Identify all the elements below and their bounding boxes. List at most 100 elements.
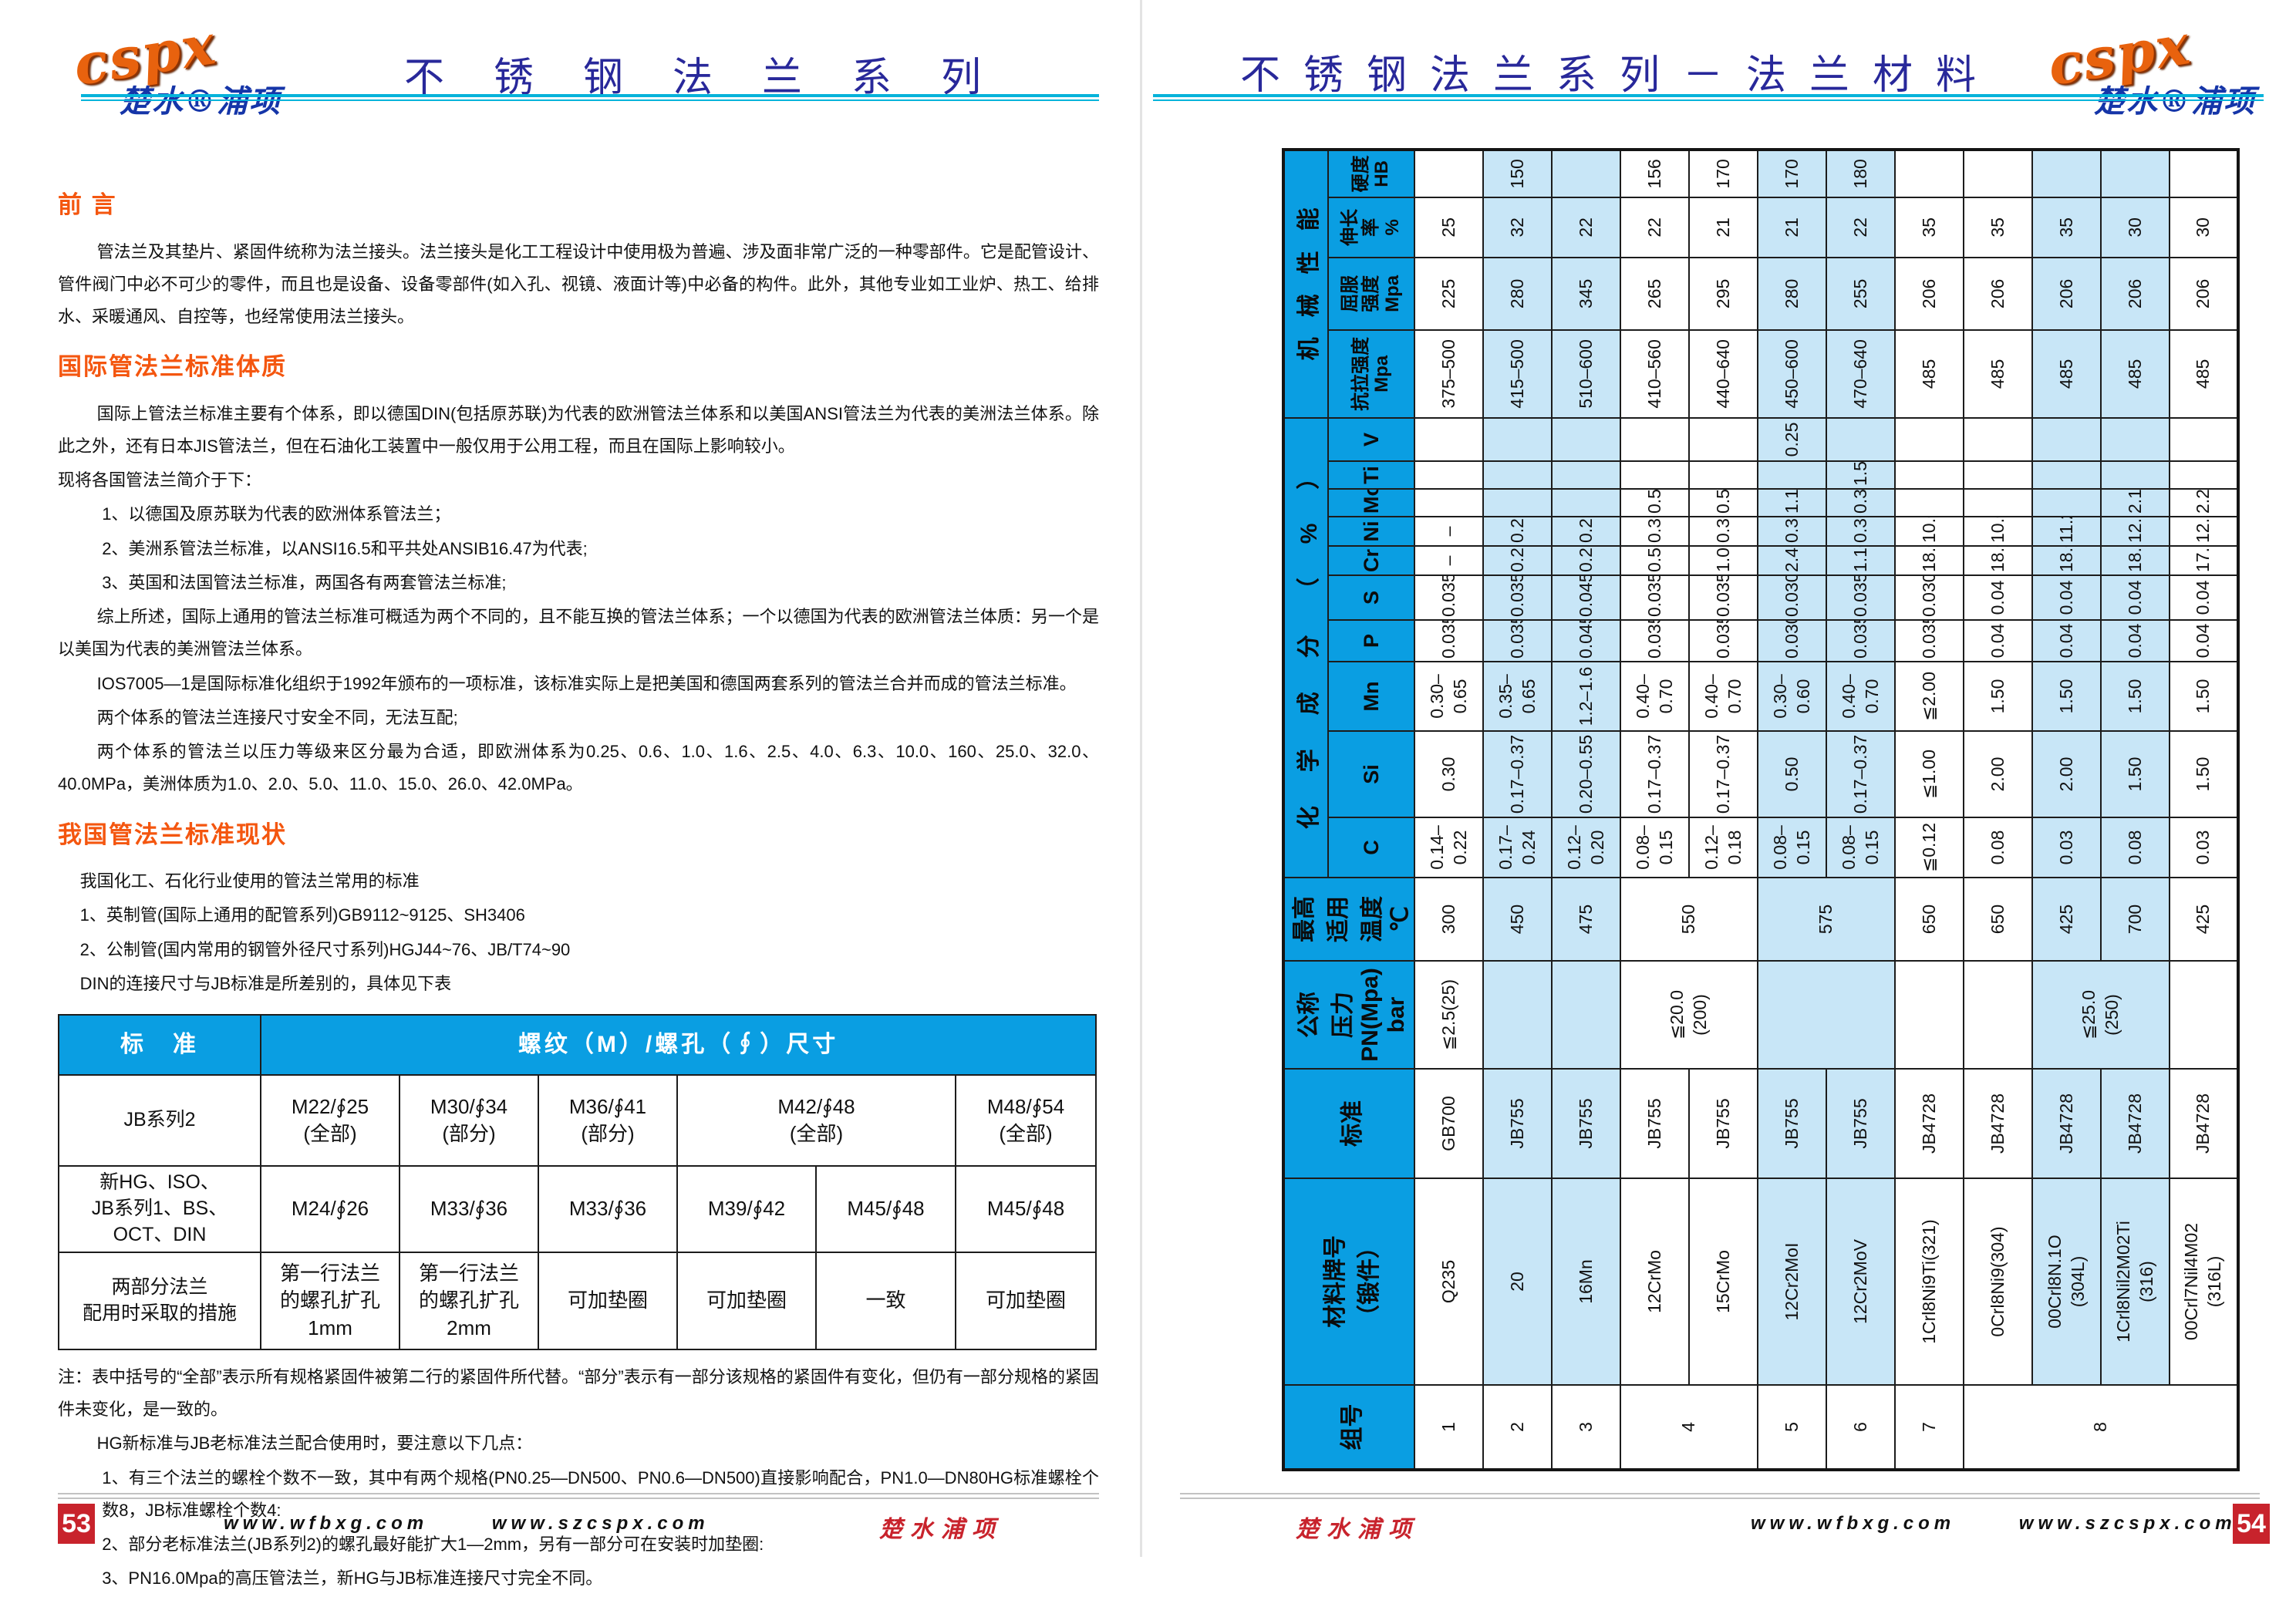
cell-elong: 22 <box>1552 197 1620 258</box>
cell-v <box>2170 417 2238 461</box>
cell-tensile: 510–600 <box>1552 329 1620 418</box>
footer-url: www.szcspx.com <box>491 1513 710 1534</box>
cell-mo <box>1964 489 2032 517</box>
material-row: 5 12Cr2MoI JB755 575 0.08–0.15 0.50 0.30–0.60 0… <box>1758 149 1895 1470</box>
material-row: 7 1Crl8Ni9Ti(321) JB4728 650 ≦0.12 ≦1.00 ≦2.00… <box>1895 149 1964 1470</box>
cell-tensile: 485 <box>1964 329 2032 418</box>
cell-ni: 10.00 <box>1964 517 2032 546</box>
header-yield-strength: 屈服 强度 Mpa <box>1328 257 1414 330</box>
cell-mn: 1.50 <box>2101 662 2170 731</box>
cell-v <box>1620 417 1689 461</box>
cell-v <box>1964 417 2032 461</box>
header-element-v: V <box>1328 417 1414 461</box>
note-item: 1、有三个法兰的螺栓个数不一致，其中有两个规格(PN0.25—DN500、PN0… <box>102 1467 1099 1520</box>
cell-std: GB700 <box>1414 1069 1483 1178</box>
cell-c: 0.08 <box>2101 817 2170 878</box>
list-item: 1、以德国及原苏联为代表的欧洲体系管法兰； <box>102 504 451 524</box>
cell-no: 2 <box>1483 1385 1552 1470</box>
header-hardness: 硬度 HB <box>1328 149 1414 197</box>
cell-grade: 20 <box>1483 1178 1552 1385</box>
brand-script-left: 楚水浦项 <box>879 1516 1003 1543</box>
cell-ti <box>2101 461 2170 489</box>
cell-p: 0.04 <box>2170 620 2238 662</box>
cell-p: 0.035 <box>1689 620 1758 662</box>
cell-p: 0.035 <box>1826 620 1895 662</box>
cell-std: JB755 <box>1552 1069 1620 1178</box>
cell-hb <box>1414 149 1483 197</box>
cell-temp: 650 <box>1964 878 2032 961</box>
cell-temp: 425 <box>2032 878 2101 961</box>
cell-temp: 425 <box>2170 878 2238 961</box>
cell-yield: 255 <box>1826 257 1895 330</box>
table-cell: M42/∮48 (全部) <box>676 1074 956 1167</box>
table-cell: M24/∮26 <box>260 1165 400 1253</box>
cell-elong: 25 <box>1414 197 1483 258</box>
cell-si: 0.50 <box>1758 731 1826 817</box>
cell-ni: 10.00 <box>1895 517 1964 546</box>
paragraph: 管法兰及其垫片、紧固件统称为法兰接头。法兰接头是化工工程设计中使用极为普遍、涉及… <box>58 241 1099 326</box>
cell-v <box>2032 417 2101 461</box>
cell-no: 6 <box>1826 1385 1895 1470</box>
header-elongation: 伸长率 % <box>1328 197 1414 258</box>
cell-elong: 21 <box>1689 197 1758 258</box>
cell-grade: 00Crl7Nil4M02 (316L) <box>2170 1178 2238 1385</box>
cell-si: 2.00 <box>2032 731 2101 817</box>
material-table-area: 组号 材料牌号 （锻件） 标准 公称 压力 PN(Mpa) bar 最高 适用 … <box>1282 147 2240 1471</box>
material-row: 00Crl8N.1O (304L) JB4728 ≦25.0 (250) 425 0.0… <box>2032 149 2170 1470</box>
row-label: 两部分法兰 配用时采取的措施 <box>58 1252 261 1350</box>
cell-mo: 0.50 <box>1689 489 1758 517</box>
cell-mn: 0.30–0.60 <box>1758 662 1826 731</box>
cell-elong: 32 <box>1483 197 1552 258</box>
table-cell: 可加垫圈 <box>676 1252 817 1350</box>
header-element-mo: Mo <box>1328 489 1414 517</box>
cell-v <box>1689 417 1758 461</box>
cell-ni: 0.25 <box>1552 517 1620 546</box>
cell-v <box>2101 417 2170 461</box>
cell-std: JB755 <box>1758 1069 1826 1178</box>
cell-std: JB4728 <box>2170 1069 2238 1178</box>
cell-s: 0.035 <box>1414 575 1483 620</box>
cell-mo <box>2032 489 2101 517</box>
material-row: 2 20 JB755 450 0.17–0.24 0.17–0.37 0.35–0.65 0.… <box>1483 149 1552 1470</box>
footer-rule <box>58 1493 1099 1494</box>
cell-s: 0.035 <box>1689 575 1758 620</box>
page-number-right: 54 <box>2233 1504 2270 1544</box>
cell-elong: 30 <box>2101 197 2170 258</box>
paragraph: 综上所述，国际上通用的管法兰标准可概适为两个不同的，且不能互换的管法兰体系；一个… <box>58 607 1099 659</box>
cell-cr: 1.10 <box>1826 546 1895 575</box>
cell-std: JB4728 <box>1964 1069 2032 1178</box>
header-pressure: 公称 压力 PN(Mpa) bar <box>1283 961 1414 1069</box>
cell-v: 0.25 <box>1758 417 1826 461</box>
table-cell: 一致 <box>815 1252 956 1350</box>
cell-yield: 206 <box>1895 257 1964 330</box>
list-item: 2、美洲系管法兰标准，以ANSI16.5和平共处ANSIB16.47为代表; <box>102 538 588 558</box>
cell-no: 1 <box>1414 1385 1483 1470</box>
cell-mo <box>1895 489 1964 517</box>
cell-pressure <box>1964 961 2032 1069</box>
note-item: 2、部分老标准法兰(JB系列2)的螺孔最好能扩大1—2mm，另有一部分可在安装时… <box>102 1535 764 1555</box>
cell-temp: 475 <box>1552 878 1620 961</box>
cell-ti: 1.5 <box>1826 461 1895 489</box>
cell-hb: 156 <box>1620 149 1689 197</box>
cell-si: 0.17–0.37 <box>1826 731 1895 817</box>
cell-ti <box>1895 461 1964 489</box>
header-rule-left <box>81 94 1099 97</box>
cell-mn: 0.40–0.70 <box>1689 662 1758 731</box>
size-table-header-dims: 螺纹（M）/螺孔（∮）尺寸 <box>259 1014 1097 1076</box>
footer-urls-right: www.wfbxg.com www.szcspx.com <box>1751 1513 2291 1535</box>
cell-tensile: 450–600 <box>1758 329 1826 418</box>
cell-pressure: ≦20.0 (200) <box>1620 961 1758 1069</box>
cell-tensile: 375–500 <box>1414 329 1483 418</box>
cell-std: JB4728 <box>1895 1069 1964 1178</box>
cell-ti <box>2170 461 2238 489</box>
brand-logo-right: cspx 楚水®浦项 <box>2043 11 2296 145</box>
heading-preface: 前 言 <box>58 191 117 218</box>
cell-p: 0.035 <box>1483 620 1552 662</box>
paragraph: 两个体系的管法兰以压力等级来区分最为合适，即欧洲体系为0.25、0.6、1.0、… <box>58 742 1099 794</box>
table-cell: 第一行法兰 的螺孔扩孔 2mm <box>399 1252 539 1350</box>
header-element-si: Si <box>1328 731 1414 817</box>
cell-p: 0.035 <box>1620 620 1689 662</box>
cell-mn: 0.35–0.65 <box>1483 662 1552 731</box>
cell-std: JB755 <box>1620 1069 1689 1178</box>
cell-mn: 1.50 <box>2170 662 2238 731</box>
